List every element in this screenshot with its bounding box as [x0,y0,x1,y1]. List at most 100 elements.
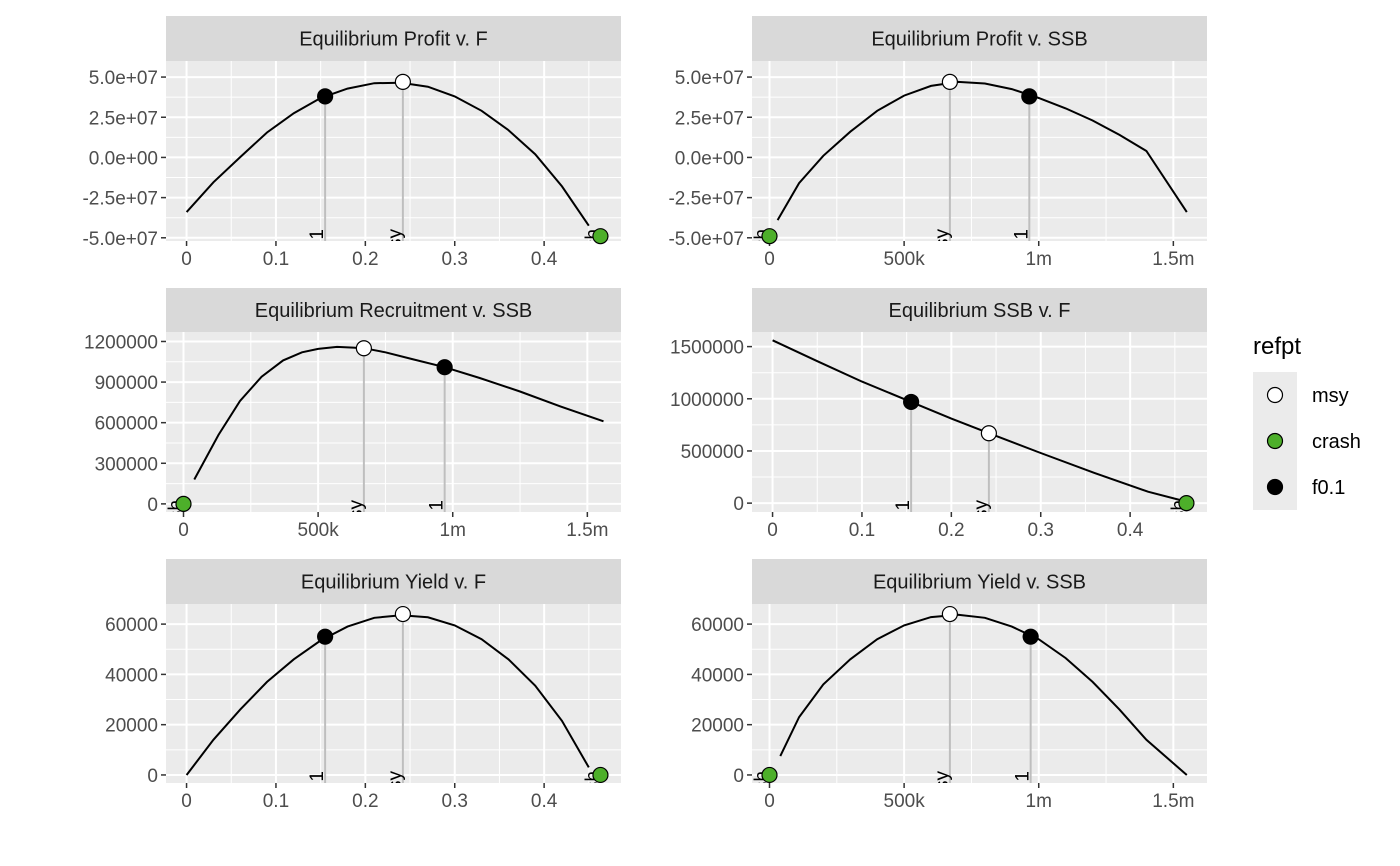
panel-4-plot-area: f0.1 msy crash [772,339,1189,532]
panel-6-point-crash [761,766,778,784]
legend-key-crash [1266,432,1284,450]
panel-5-x-tick-label: 0 [181,791,192,812]
panel-2-refpt-label-f0.1: f0.1 [1011,229,1032,261]
panel-6-x-tick-label: 500k [884,791,926,812]
panel-2-refpt-label-msy: msy [932,229,953,264]
panel-3-y-tick-label: 0 [147,495,158,516]
panel-3-equilibrium-line [193,345,604,480]
panel-4-x-tick-label: 0.2 [938,520,964,541]
legend-label-f0.1: f0.1 [1312,477,1345,499]
panel-1-equilibrium-line [185,81,590,227]
panel-2-equilibrium-line [776,80,1188,221]
panel-6-y-tick-label: 20000 [691,716,744,737]
panel-5-background [166,604,621,783]
panel-5-refpt-label-msy: msy [385,771,406,806]
panel-5-equilibrium-line [185,614,590,776]
panel-4-y-tick-label: 0 [733,494,744,515]
panel-1-refpt-label-msy: msy [385,229,406,264]
panel-4-y-tick-label: 1500000 [670,338,744,359]
panel-2-x-tick-label: 1.5m [1152,249,1194,270]
panel-4-y-tick-label: 1000000 [670,390,744,411]
panel-3-grid [166,332,621,512]
panel-4-strip-title: Equilibrium SSB v. F [889,300,1071,322]
panel-2-y-tick-label: -5.0e+07 [668,229,744,250]
panel-3-strip [166,288,621,332]
panel-1-plot-area: f0.1 msy crash [185,81,603,264]
panel-6-x-tick-label: 1.5m [1152,791,1194,812]
facet-panels: Equilibrium Profit v. F 0 0.1 0.2 0.3 0.4 5.0e… [82,16,1207,812]
panel-5-grid [166,604,621,783]
panel-5-refpt-label-f0.1: f0.1 [307,771,328,803]
panel-1: Equilibrium Profit v. F 0 0.1 0.2 0.3 0.4 5.0e… [82,16,621,270]
panel-4: Equilibrium SSB v. F 0 0.1 0.2 0.3 0.4 1500000… [670,288,1207,541]
panel-1-grid [166,61,621,241]
panel-5-y-tick-label: 60000 [105,615,158,636]
panel-2-point-f0.1 [1021,88,1038,105]
panel-3-y-tick-label: 600000 [95,414,158,435]
panel-4-x-tick-label: 0.1 [849,520,875,541]
legend-label-crash: crash [1312,431,1361,453]
panel-5-x-tick-label: 0.2 [352,791,378,812]
panel-4-point-f0.1 [903,393,920,411]
panel-4-background [752,332,1207,512]
panel-6-point-msy [941,605,958,623]
panel-2-y-tick-label: 2.5e+07 [675,108,744,129]
panel-4-point-msy [980,425,997,442]
panel-2-x-tick-label: 0 [764,249,775,270]
panel-2-grid [752,61,1207,241]
panel-5-x-tick-label: 0.1 [263,791,289,812]
panel-3-x-tick-label: 1m [440,520,466,541]
panel-4-x-tick-label: 0.3 [1028,520,1054,541]
legend-key-f0.1 [1266,478,1284,496]
panel-6-x-tick-label: 0 [764,791,775,812]
panel-2-background [752,61,1207,241]
panel-6-refpt-label-f0.1: f0.1 [1013,771,1034,803]
panel-6-x-tick-label: 1m [1026,791,1052,812]
panel-6-strip [752,559,1207,604]
panel-4-x-tick-label: 0.4 [1117,520,1144,541]
legend-title: refpt [1253,333,1301,360]
panel-3-x-tick-label: 500k [298,520,340,541]
panel-4-refpt-label-f0.1: f0.1 [893,500,914,532]
panel-5-point-f0.1 [317,628,334,645]
panel-1-y-tick-label: 5.0e+07 [89,68,158,89]
panel-3-point-msy [355,340,372,357]
panel-1-y-tick-label: -5.0e+07 [82,229,158,250]
panel-2-point-msy [941,73,958,90]
panel-6: Equilibrium Yield v. SSB 0 500k 1m 1.5m 60000… [691,559,1207,812]
panel-6-y-tick-label: 60000 [691,615,744,636]
panel-3-refpt-label-msy: msy [346,500,367,535]
panel-2-strip [752,16,1207,61]
panel-4-equilibrium-line [772,339,1185,502]
panel-3-strip-title: Equilibrium Recruitment v. SSB [255,300,533,322]
panel-1-x-tick-label: 0.4 [531,249,558,270]
panel-6-background [752,604,1207,783]
panel-1-y-tick-label: 0.0e+00 [89,148,158,169]
panel-3-x-tick-label: 0 [178,520,189,541]
panel-3-x-tick-label: 1.5m [566,520,608,541]
panel-4-x-tick-label: 0 [767,520,778,541]
panel-3-refpt-label-f0.1: f0.1 [427,500,448,532]
panel-4-strip [752,288,1207,332]
panel-1-strip [166,16,621,61]
panel-1-x-tick-label: 0.2 [352,249,378,270]
panel-6-y-tick-label: 40000 [691,665,744,686]
panel-1-y-tick-label: -2.5e+07 [82,189,158,210]
panel-6-y-tick-label: 0 [733,766,744,787]
panel-6-grid [752,604,1207,783]
panel-3-point-f0.1 [436,359,453,376]
panel-2-strip-title: Equilibrium Profit v. SSB [871,29,1087,51]
legend-items: msy crash f0.1 [1266,385,1361,499]
panel-5-y-tick-label: 0 [147,766,158,787]
panel-5-strip-title: Equilibrium Yield v. F [301,572,486,594]
panel-1-x-tick-label: 0.1 [263,249,289,270]
panel-5-plot-area: f0.1 msy crash [185,614,603,806]
panel-5-point-crash [592,766,609,784]
panel-5-y-tick-label: 20000 [105,716,158,737]
panel-5-point-msy [394,605,411,623]
panel-2-x-tick-label: 500k [884,249,926,270]
panel-3-y-tick-label: 1200000 [84,332,158,353]
panel-5-strip [166,559,621,604]
panel-4-grid [752,332,1207,512]
